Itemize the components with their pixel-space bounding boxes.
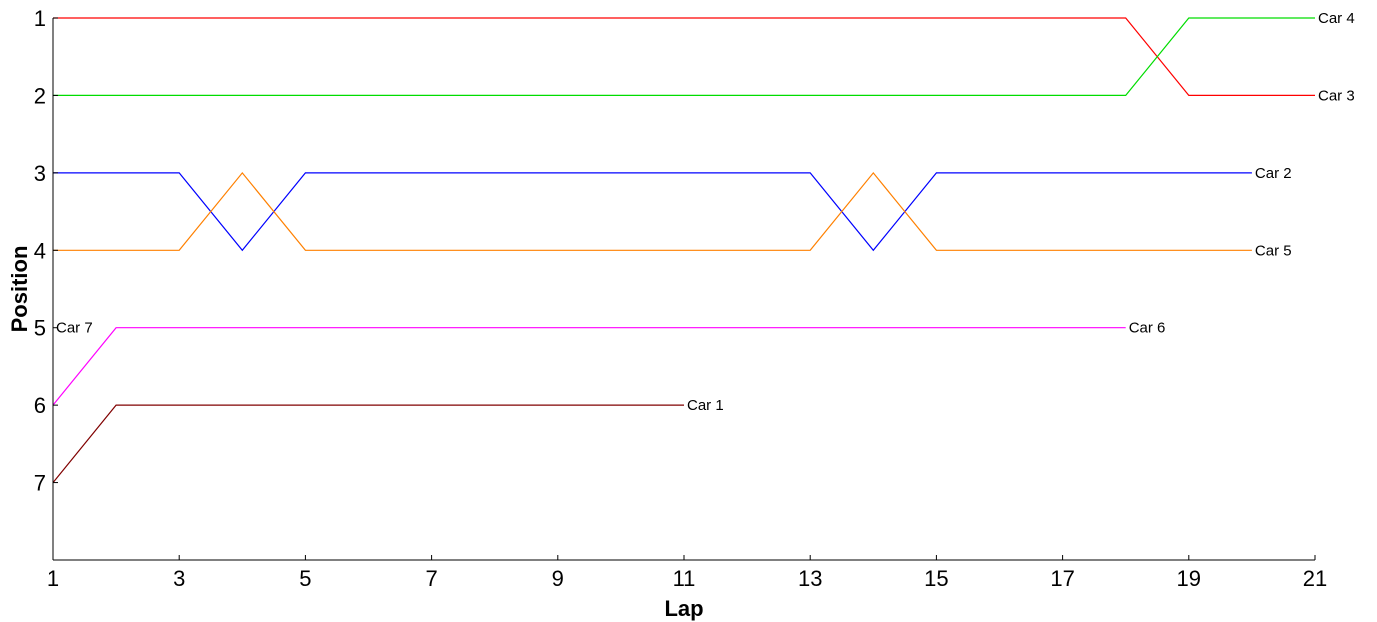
series-label-car-5: Car 5 [1255,242,1292,259]
series-line-car-6 [52,327,1126,406]
series-label-car-3: Car 3 [1318,87,1355,104]
series-line-car-3 [53,17,1315,97]
label-layer: Car 3 Car 4 Car 2 Car 5 Car 6 Car 1 Car 7 [56,10,1355,414]
x-tick-label: 3 [173,566,185,591]
x-tick-label: 21 [1303,566,1327,591]
x-tick-label: 15 [924,566,948,591]
y-tick-label: 7 [34,471,46,496]
axes-layer [52,18,1315,561]
x-tick-label: 13 [798,566,822,591]
series-label-car-1: Car 1 [687,397,724,414]
y-axis-label: Position [7,246,32,333]
series-line-car-4 [53,17,1315,97]
series-label-car-6: Car 6 [1129,320,1166,337]
y-tick-label: 4 [34,238,46,263]
series-line-car-5 [53,171,1252,251]
x-tick-label: 5 [299,566,311,591]
y-tick-label: 6 [34,393,46,418]
x-tick-label: 17 [1050,566,1074,591]
y-tick-label: 2 [34,83,46,108]
y-tick-label: 1 [34,6,46,31]
series-line-car-2 [53,172,1252,252]
series-label-car-2: Car 2 [1255,165,1292,182]
x-tick-label: 11 [673,566,696,591]
x-tick-label: 7 [425,566,437,591]
series-layer [52,17,1315,483]
y-tick-label: 5 [34,316,46,341]
x-axis-label: Lap [664,596,703,621]
x-tick-label: 19 [1177,566,1201,591]
x-tick-label: 9 [552,566,564,591]
series-line-car-1 [52,404,684,483]
annotation-label: Car 7 [56,320,93,337]
y-tick-label: 3 [34,161,46,186]
x-tick-label: 1 [47,566,59,591]
series-label-car-4: Car 4 [1318,10,1355,27]
